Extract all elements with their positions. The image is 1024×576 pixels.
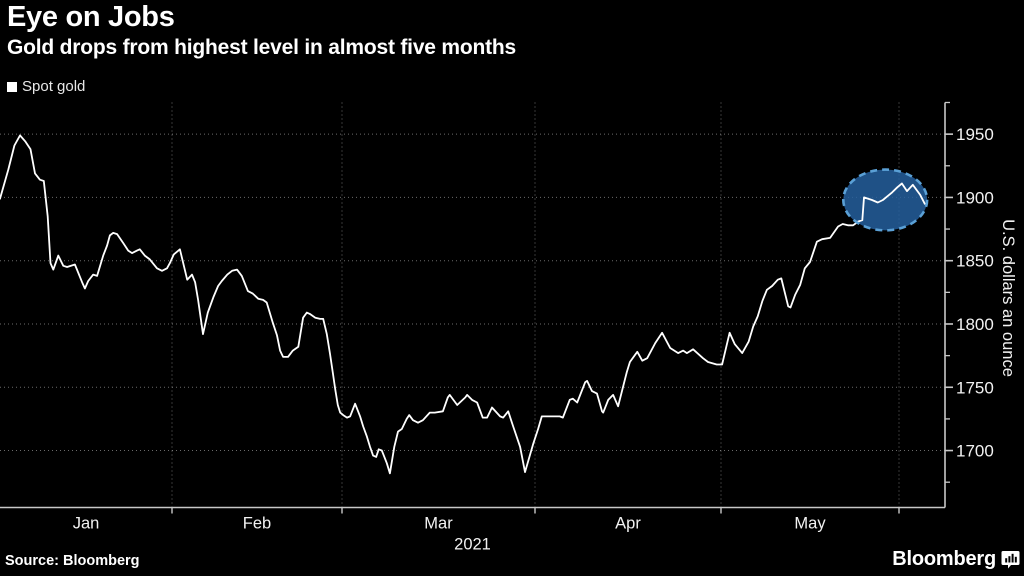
highlight-ellipse-border — [842, 168, 929, 232]
source-attribution: Source: Bloomberg — [5, 553, 140, 569]
chart-subtitle: Gold drops from highest level in almost … — [7, 36, 517, 59]
legend-swatch-icon — [7, 81, 17, 92]
month-label: Mar — [424, 515, 453, 533]
y-tick-label: 1700 — [956, 442, 994, 461]
bloomberg-logo-text: Bloomberg — [892, 548, 996, 570]
legend-label: Spot gold — [22, 78, 86, 95]
y-tick-label: 1900 — [956, 188, 994, 207]
month-label: Feb — [243, 515, 271, 533]
y-tick-label: 1950 — [956, 125, 994, 144]
month-label: Jan — [73, 515, 100, 533]
month-label: May — [794, 515, 826, 533]
y-tick-label: 1800 — [956, 315, 994, 334]
year-label: 2021 — [454, 536, 491, 554]
bloomberg-chart-bubble-icon — [1001, 551, 1020, 569]
y-tick-label: 1850 — [956, 252, 994, 271]
legend: Spot gold — [7, 78, 85, 95]
month-label: Apr — [615, 515, 641, 533]
bloomberg-logo: Bloomberg — [892, 548, 1020, 571]
highlight-ellipse-fill — [843, 169, 928, 231]
chart-title: Eye on Jobs — [7, 1, 175, 33]
price-line — [0, 134, 926, 475]
y-tick-label: 1750 — [956, 378, 994, 397]
y-axis-title: U.S. dollars an ounce — [999, 219, 1017, 377]
